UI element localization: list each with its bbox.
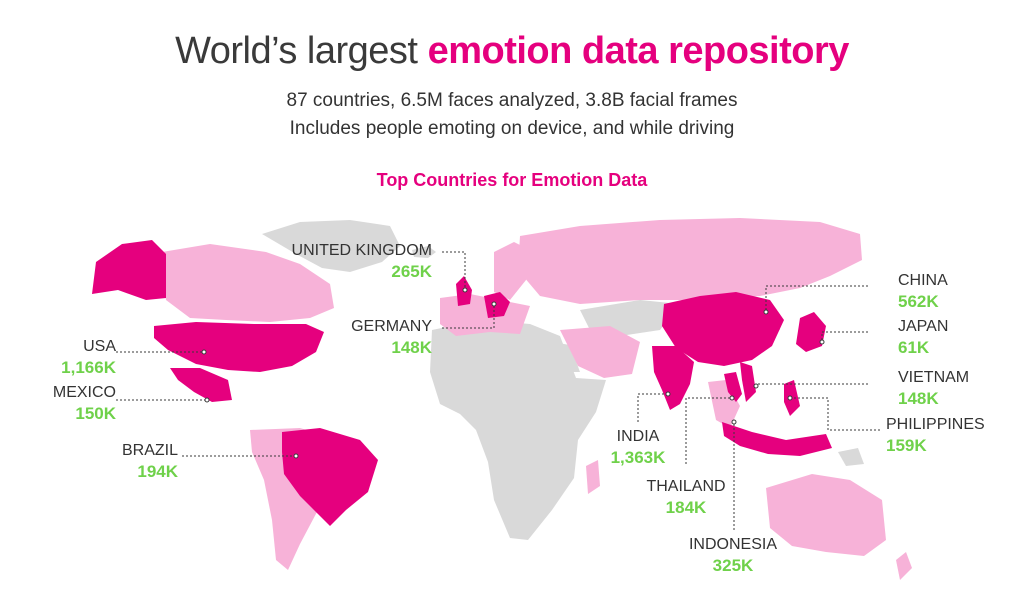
russia [518,218,862,304]
landmass-highlighted [92,240,832,526]
brazil [282,428,378,526]
label-usa: USA 1,166K [61,336,116,378]
title-plain: World’s largest [175,30,418,72]
leader-line-thailand [685,397,732,464]
japan [796,312,826,352]
country-value-philippines: 159K [886,436,927,455]
marker-philippines [787,395,793,401]
leader-line-uk [442,251,466,290]
label-china: China 562K [898,270,948,312]
country-value-brazil: 194K [137,462,178,481]
country-name-indonesia: Indonesia [688,536,777,553]
leader-line-vietnam [755,383,868,386]
label-germany: Germany 148K [351,316,432,358]
label-indonesia: Indonesia 325K [673,534,793,576]
country-name-brazil: Brazil [121,442,178,459]
marker-uk [462,287,468,293]
middle-east [560,326,640,378]
thailand [724,372,742,402]
indonesia [722,422,832,456]
marker-indonesia [731,419,737,425]
marker-mexico [204,397,210,403]
new-zealand [896,552,912,580]
iceland [412,246,436,258]
greenland [262,220,400,272]
landmass-covered [162,218,912,580]
country-value-china: 562K [898,292,939,311]
marker-thailand [729,395,735,401]
label-philippines: Philippines 159K [886,414,985,456]
scandinavia-europe [494,242,530,300]
marker-vietnam [753,383,759,389]
marker-brazil [293,453,299,459]
india [652,346,694,410]
marker-india [665,391,671,397]
country-value-vietnam: 148K [898,389,939,408]
country-value-germany: 148K [391,338,432,357]
country-name-mexico: Mexico [52,384,116,401]
china [662,292,784,366]
country-name-india: India [616,428,660,445]
marker-germany [491,301,497,307]
country-name-thailand: Thailand [646,478,726,495]
country-value-thailand: 184K [665,498,707,517]
leader-line-japan [821,331,868,342]
country-name-germany: Germany [351,318,432,335]
country-name-usa: USA [83,338,116,355]
marker-japan [819,339,825,345]
label-mexico: Mexico 150K [53,382,116,424]
australia [766,474,886,556]
country-value-japan: 61K [898,338,930,357]
marker-china [763,309,769,315]
leader-line-india [637,393,668,422]
country-name-united-kingdom: United Kingdom [291,242,432,259]
country-value-usa: 1,166K [61,358,116,377]
title-accent: emotion data repository [427,30,850,72]
germany [484,292,510,318]
country-name-vietnam: Vietnam [898,369,970,386]
label-india: India 1,363K [598,426,678,468]
label-thailand: Thailand 184K [631,476,741,518]
label-vietnam: Vietnam 148K [898,367,969,409]
country-name-philippines: Philippines [886,416,985,433]
marker-usa [201,349,207,355]
country-value-india: 1,363K [610,448,666,467]
canada [162,244,334,322]
subtitle-line-2: Includes people emoting on device, and w… [289,118,735,139]
usa [154,322,324,372]
subtitle-line-1: 87 countries, 6.5M faces analyzed, 3.8B … [286,90,738,111]
map-heading: Top Countries for Emotion Data [376,170,648,190]
marker-dots [201,287,825,459]
pacific-islands [838,448,864,466]
label-united-kingdom: United Kingdom 265K [292,240,432,282]
madagascar [586,460,600,494]
mexico [170,368,232,402]
country-value-indonesia: 325K [712,556,754,575]
country-name-japan: Japan [898,318,949,335]
alaska [92,240,166,300]
label-brazil: Brazil 194K [122,440,178,482]
vietnam [740,362,756,402]
country-name-china: China [898,272,948,289]
leader-line-germany [442,304,495,329]
africa [430,320,606,540]
landmass-uncovered [262,220,864,540]
label-japan: Japan 61K [898,316,948,358]
country-value-mexico: 150K [75,404,116,423]
country-value-united-kingdom: 265K [391,262,432,281]
leader-line-philippines [790,397,880,431]
leader-line-china [765,285,868,312]
page-title: World’s largest emotion data repository [0,30,1024,73]
